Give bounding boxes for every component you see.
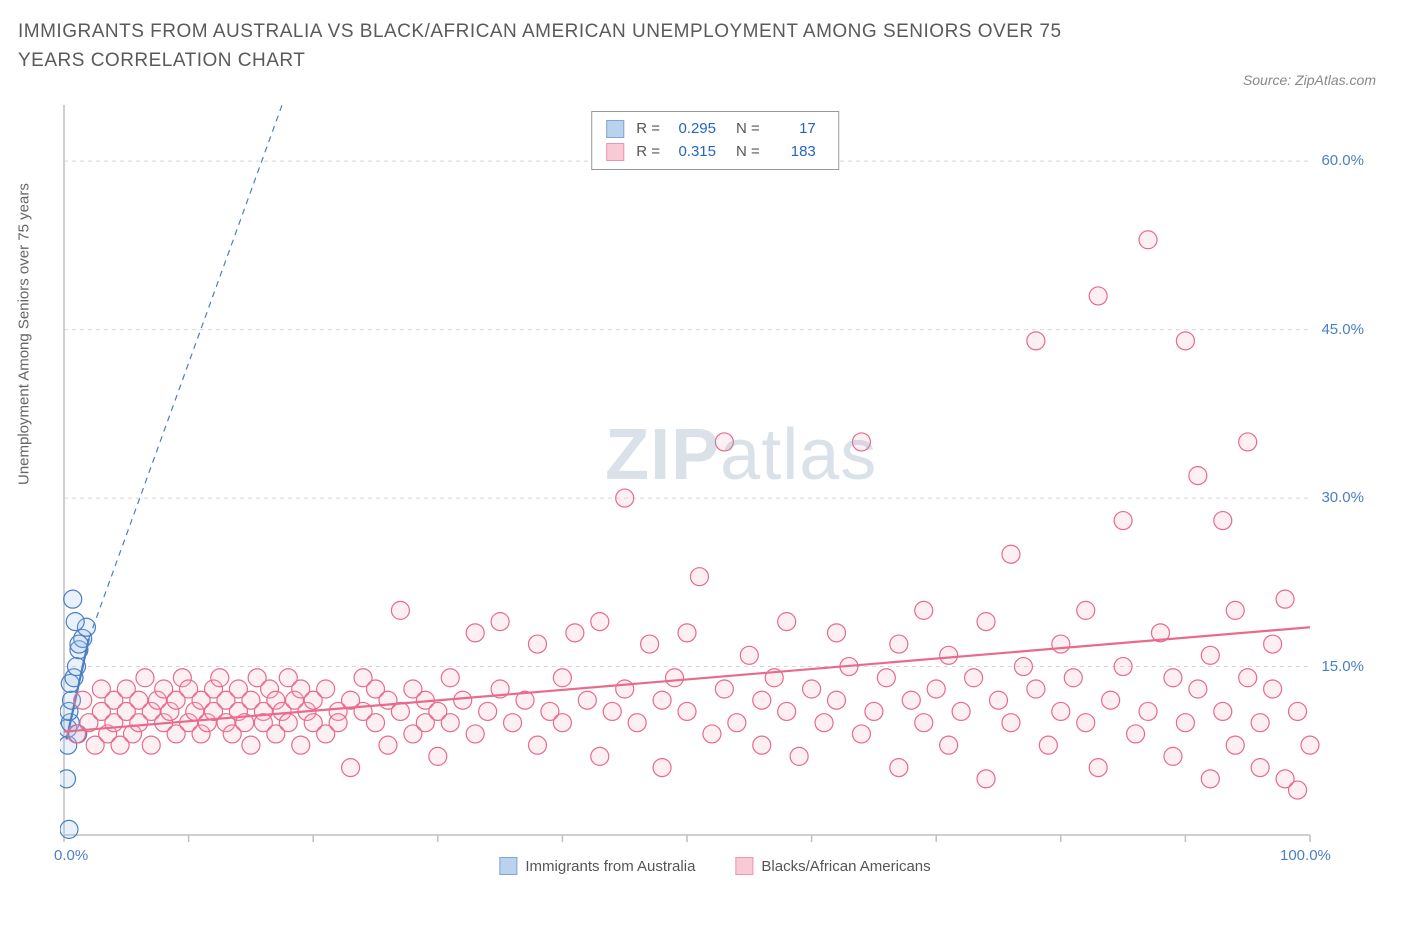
legend-swatch — [499, 857, 517, 875]
legend-n-value: 183 — [768, 141, 816, 164]
legend-bottom-item: Immigrants from Australia — [499, 857, 695, 875]
legend-r-value: 0.315 — [668, 141, 716, 164]
legend-swatch — [606, 120, 624, 138]
source-attribution: Source: ZipAtlas.com — [1243, 72, 1376, 88]
x-tick-label: 0.0% — [54, 847, 88, 864]
legend-n-value: 17 — [768, 118, 816, 141]
scatter-plot-svg — [60, 105, 1370, 865]
legend-series-label: Immigrants from Australia — [525, 858, 695, 875]
legend-r-label: R = — [636, 141, 660, 164]
legend-series-label: Blacks/African Americans — [761, 858, 930, 875]
legend-stat-row: R = 0.295 N = 17 — [606, 118, 824, 141]
y-tick-label: 30.0% — [1321, 489, 1364, 506]
legend-r-value: 0.295 — [668, 118, 716, 141]
legend-n-label: N = — [736, 118, 760, 141]
y-tick-label: 45.0% — [1321, 321, 1364, 338]
legend-r-label: R = — [636, 118, 660, 141]
legend-swatch — [606, 143, 624, 161]
y-tick-label: 15.0% — [1321, 658, 1364, 675]
y-tick-label: 60.0% — [1321, 152, 1364, 169]
chart-area: Unemployment Among Seniors over 75 years… — [60, 105, 1370, 865]
y-axis-label: Unemployment Among Seniors over 75 years — [16, 183, 33, 485]
legend-stats-box: R = 0.295 N = 17 R = 0.315 N = 183 — [591, 111, 839, 170]
x-tick-label: 100.0% — [1280, 847, 1331, 864]
legend-swatch — [735, 857, 753, 875]
legend-stat-row: R = 0.315 N = 183 — [606, 141, 824, 164]
legend-bottom-item: Blacks/African Americans — [735, 857, 930, 875]
legend-bottom: Immigrants from Australia Blacks/African … — [499, 857, 930, 875]
chart-title: IMMIGRANTS FROM AUSTRALIA VS BLACK/AFRIC… — [18, 18, 1118, 75]
legend-n-label: N = — [736, 141, 760, 164]
